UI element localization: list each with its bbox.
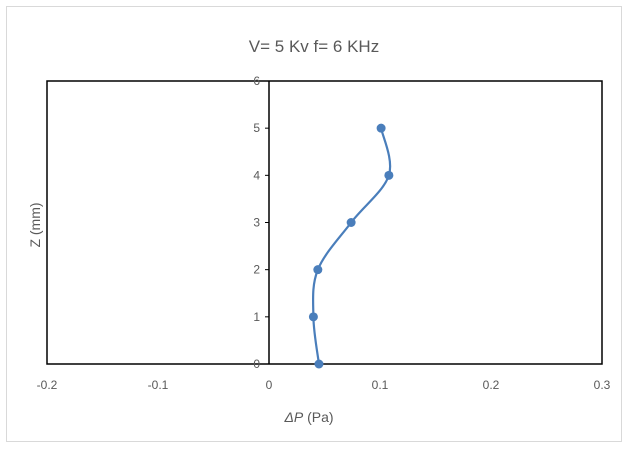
- y-tick-label: 0: [253, 357, 260, 371]
- y-tick-label: 2: [253, 263, 260, 277]
- x-tick-label: 0.3: [594, 378, 611, 392]
- data-point: [308, 312, 318, 322]
- x-tick-label: 0.2: [483, 378, 500, 392]
- y-tick-label: 4: [253, 168, 260, 182]
- x-tick-label: -0.2: [37, 378, 58, 392]
- chart-title: V= 5 Kv f= 6 KHz: [249, 37, 379, 56]
- y-tick-label: 1: [253, 310, 260, 324]
- data-point: [346, 218, 356, 227]
- x-axis-unit: (Pa): [303, 409, 333, 425]
- x-tick-label: 0: [266, 378, 273, 392]
- data-point: [314, 359, 324, 369]
- plot-area: 0 1 2 3 4 5 6 -0.2 -0.1 0 0.1 0.2 0.3: [37, 74, 611, 392]
- x-tick-label: -0.1: [148, 378, 169, 392]
- chart-frame: V= 5 Kv f= 6 KHz 0 1 2 3 4 5 6 -0.2 -0.1 0 0.1 0.2 0…: [6, 6, 622, 442]
- y-tick-label: 3: [253, 216, 260, 230]
- series-line: [311, 127, 392, 365]
- y-tick-label: 6: [253, 74, 260, 88]
- x-axis-title: ΔP (Pa): [283, 409, 333, 425]
- x-axis-delta-p: ΔP: [283, 409, 303, 425]
- y-tick-label: 5: [253, 121, 260, 135]
- data-point: [384, 170, 394, 180]
- y-axis-title: Z (mm): [27, 202, 43, 247]
- plot-border: [46, 80, 603, 365]
- data-point: [376, 123, 386, 133]
- x-tick-label: 0.1: [372, 378, 389, 392]
- data-point: [313, 265, 323, 275]
